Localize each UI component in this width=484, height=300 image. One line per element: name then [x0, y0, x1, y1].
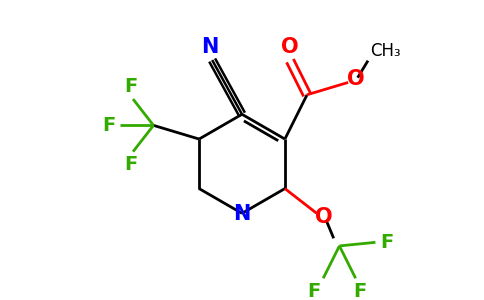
Text: N: N — [233, 204, 251, 224]
Text: CH₃: CH₃ — [370, 42, 400, 60]
Text: O: O — [315, 207, 333, 227]
Text: F: F — [124, 77, 138, 96]
Text: F: F — [307, 282, 320, 300]
Text: F: F — [124, 154, 138, 174]
Text: F: F — [102, 116, 115, 135]
Text: N: N — [201, 37, 219, 57]
Text: O: O — [347, 69, 364, 88]
Text: O: O — [281, 37, 299, 57]
Text: F: F — [354, 282, 367, 300]
Text: F: F — [380, 233, 393, 252]
